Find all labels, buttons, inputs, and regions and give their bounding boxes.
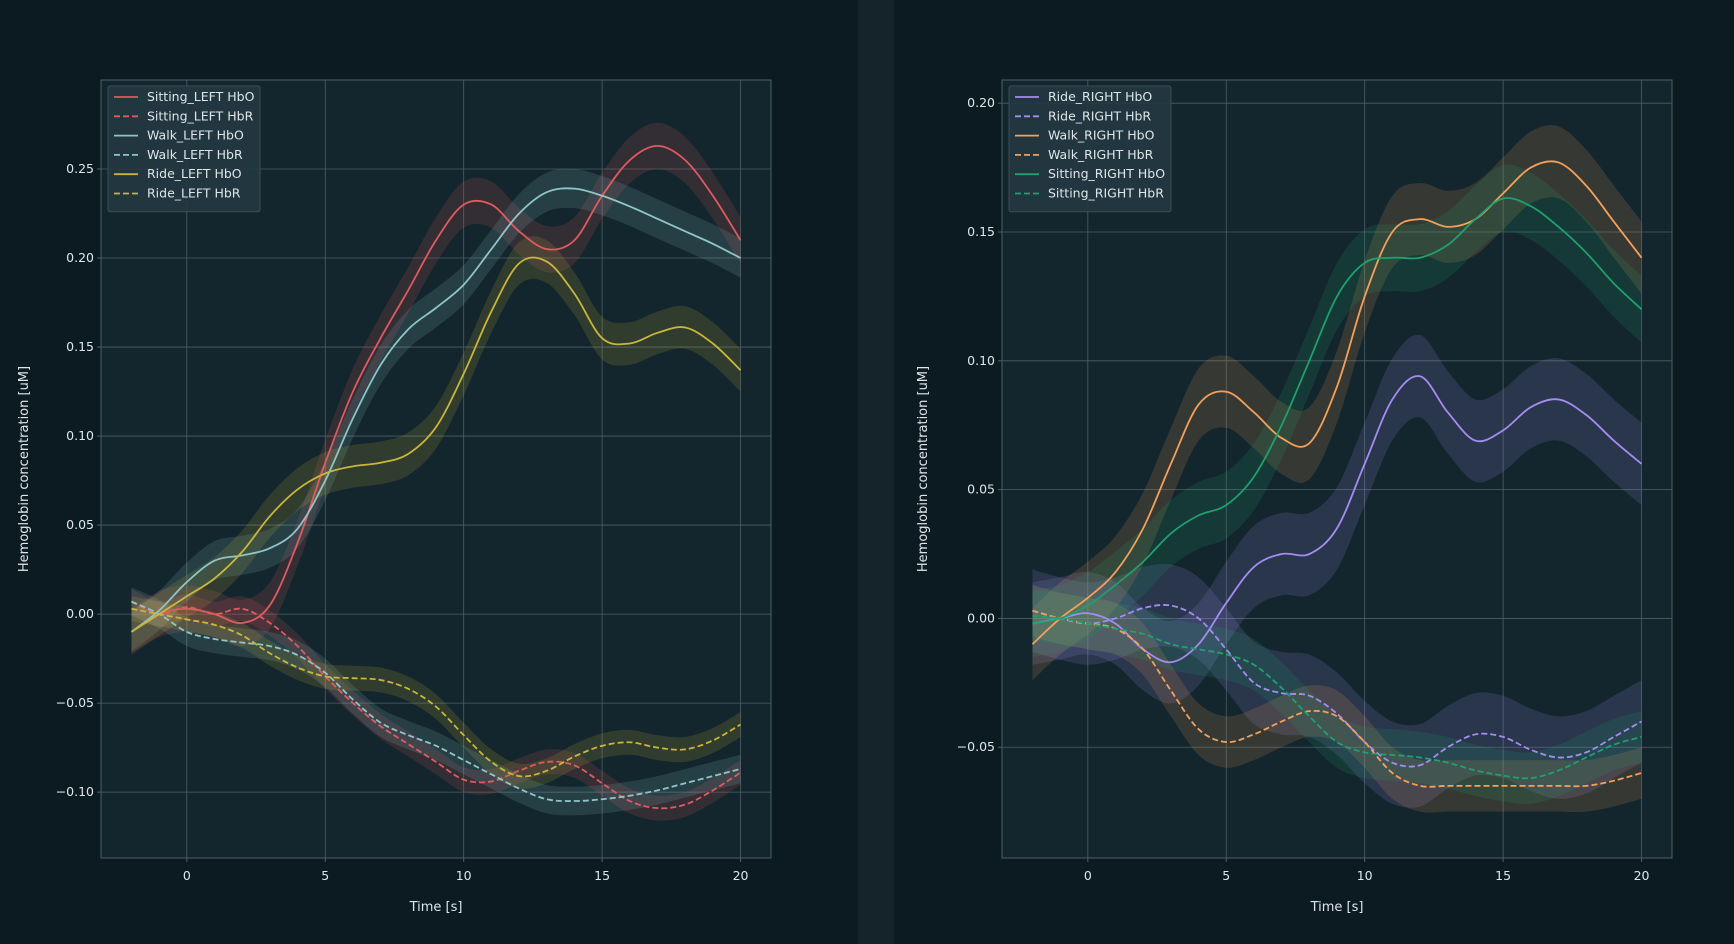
right-legend-label-walk-right-hbr: Walk_RIGHT HbR bbox=[1048, 147, 1154, 162]
left-xtick-label: 10 bbox=[456, 868, 472, 883]
left-ytick-label: 0.10 bbox=[66, 428, 94, 443]
right-legend-label-walk-right-hbo: Walk_RIGHT HbO bbox=[1048, 128, 1155, 143]
left-legend-label-sitting-left-hbo: Sitting_LEFT HbO bbox=[147, 89, 255, 104]
right-line-sitting-right-hbo bbox=[1032, 197, 1643, 625]
right-line-sitting-right-hbr bbox=[1032, 614, 1642, 780]
right-xtick-label: 20 bbox=[1634, 868, 1650, 883]
left-xtick-label: 0 bbox=[183, 868, 191, 883]
left-ytick-label: 0.05 bbox=[66, 517, 94, 532]
right-xtick-label: 10 bbox=[1357, 868, 1373, 883]
right-ytick-label: 0.00 bbox=[967, 610, 995, 625]
right-legend bbox=[1008, 85, 1172, 213]
left-xtick-label: 15 bbox=[594, 868, 610, 883]
right-ytick-label: 0.20 bbox=[967, 95, 995, 110]
right-line-walk-right-hbr bbox=[1032, 609, 1642, 788]
left-band-walk-left-hbo bbox=[131, 168, 741, 652]
right-legend-label-ride-right-hbr: Ride_RIGHT HbR bbox=[1048, 108, 1151, 123]
right-band-walk-right-hbr bbox=[1032, 584, 1642, 813]
left-ytick-label: −0.10 bbox=[56, 784, 94, 799]
left-ytick-label: 0.00 bbox=[66, 606, 94, 621]
left-band-sitting-left-hbr bbox=[131, 589, 741, 821]
left-legend-label-ride-left-hbo: Ride_LEFT HbO bbox=[147, 166, 242, 181]
right-xtick-label: 0 bbox=[1084, 868, 1092, 883]
right-band-sitting-right-hbo bbox=[1032, 164, 1642, 658]
left-line-walk-left-hbr bbox=[131, 600, 741, 802]
left-band-sitting-left-hbo bbox=[131, 122, 741, 656]
right-line-walk-right-hbo bbox=[1031, 160, 1643, 645]
right-ytick-label: 0.10 bbox=[967, 353, 995, 368]
right-ytick-label: 0.15 bbox=[967, 224, 995, 239]
left-y-axis-label: Hemoglobin concentration [uM] bbox=[17, 366, 32, 572]
left-band-ride-left-hbr bbox=[131, 596, 741, 789]
left-xtick-label: 5 bbox=[321, 868, 329, 883]
left-hemisphere-chart: 0 5 10 15 20 −0.10 −0.05 0.00 0.05 0.10 0.15 0.20 0.… bbox=[17, 79, 772, 915]
left-line-sitting-left-hbo bbox=[130, 144, 742, 633]
right-ytick-label: 0.05 bbox=[967, 482, 995, 497]
left-legend-label-ride-left-hbr: Ride_LEFT HbR bbox=[147, 186, 241, 201]
right-band-sitting-right-hbr bbox=[1032, 590, 1642, 805]
right-xtick-label: 15 bbox=[1495, 868, 1511, 883]
left-ytick-label: 0.20 bbox=[66, 250, 94, 265]
right-band-ride-right-hbr bbox=[1032, 563, 1642, 808]
right-band-ride-right-hbo bbox=[1032, 334, 1642, 704]
left-xtick-label: 20 bbox=[733, 868, 749, 883]
right-y-axis-label: Hemoglobin concentration [uM] bbox=[916, 366, 931, 572]
left-legend-label-walk-left-hbo: Walk_LEFT HbO bbox=[147, 128, 244, 143]
left-line-sitting-left-hbr bbox=[131, 600, 742, 810]
right-band-walk-right-hbo bbox=[1032, 125, 1642, 681]
right-xtick-label: 5 bbox=[1222, 868, 1230, 883]
left-legend-label-sitting-left-hbr: Sitting_LEFT HbR bbox=[147, 108, 254, 123]
left-ytick-label: 0.15 bbox=[66, 339, 94, 354]
right-legend-label-sitting-right-hbr: Sitting_RIGHT HbR bbox=[1048, 186, 1164, 201]
left-legend-label-walk-left-hbr: Walk_LEFT HbR bbox=[147, 147, 243, 162]
left-ytick-label: 0.25 bbox=[66, 161, 94, 176]
left-x-axis-label: Time [s] bbox=[409, 900, 463, 915]
left-band-walk-left-hbr bbox=[131, 587, 741, 816]
right-legend-label-sitting-right-hbo: Sitting_RIGHT HbO bbox=[1048, 166, 1165, 181]
right-x-axis-label: Time [s] bbox=[1310, 900, 1364, 915]
right-ytick-label: −0.05 bbox=[957, 739, 995, 754]
left-band-ride-left-hbo bbox=[131, 236, 741, 654]
left-ytick-label: −0.05 bbox=[56, 695, 94, 710]
left-line-walk-left-hbo bbox=[130, 187, 741, 633]
right-legend-label-ride-right-hbo: Ride_RIGHT HbO bbox=[1048, 89, 1152, 104]
left-line-ride-left-hbo bbox=[130, 256, 742, 633]
panel-divider bbox=[858, 0, 894, 944]
left-line-ride-left-hbr bbox=[131, 607, 742, 778]
left-legend bbox=[107, 85, 261, 213]
right-hemisphere-chart: 0 5 10 15 20 −0.05 0.00 0.05 0.10 0.15 0.20 Time [s… bbox=[916, 79, 1673, 915]
